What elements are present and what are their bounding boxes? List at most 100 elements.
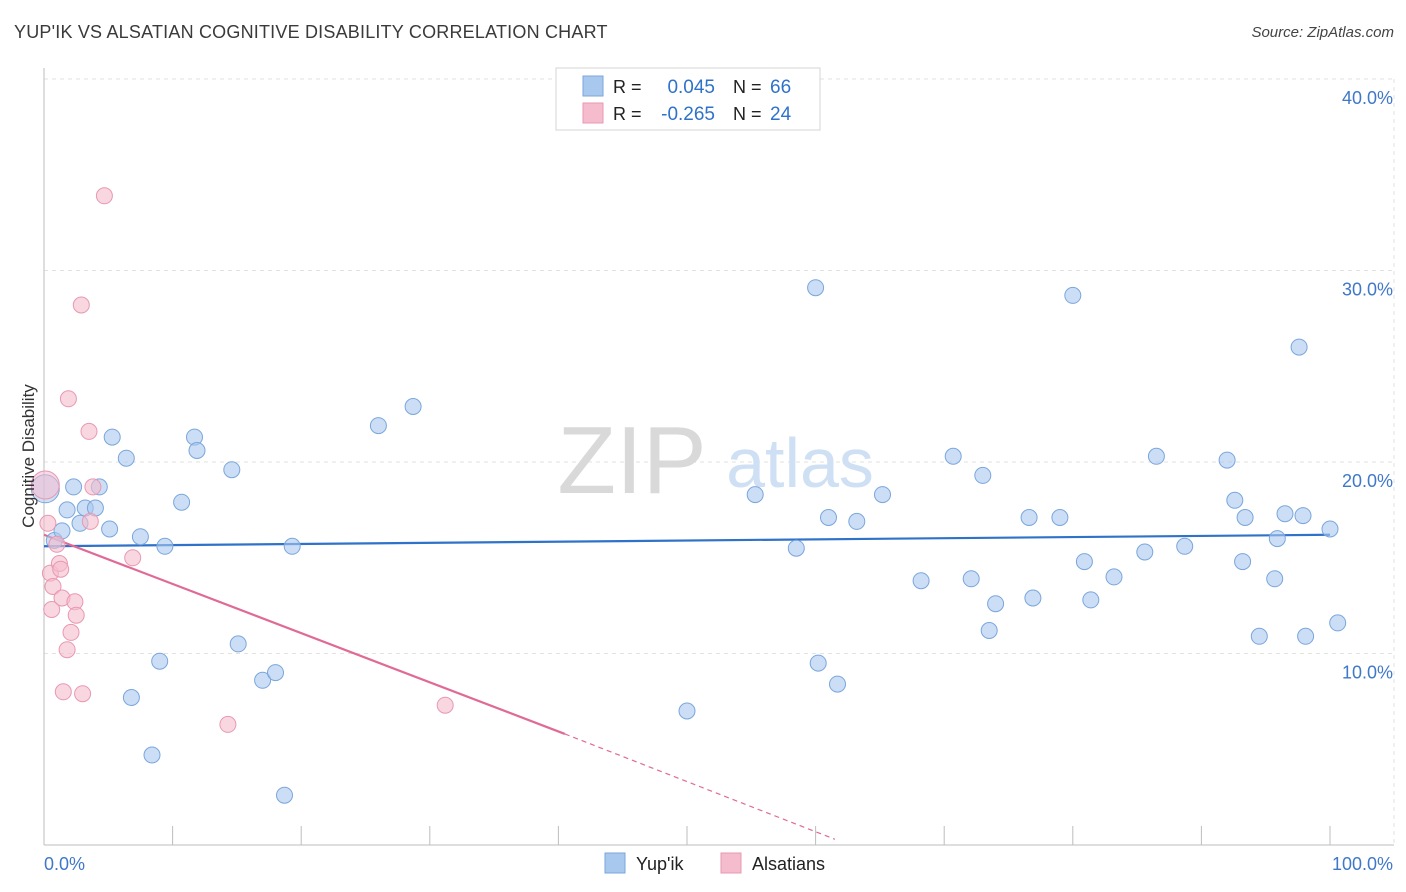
yupik-point [188, 442, 206, 459]
yupik-point [1051, 509, 1069, 526]
stats-n-value-alsatians: 24 [770, 104, 792, 125]
y-axis-label: Cognitive Disability [19, 384, 38, 528]
series-legend: Yup'ik Alsatians [604, 852, 825, 874]
alsatians-point [74, 685, 92, 703]
yupik-point [974, 466, 992, 484]
alsatians-point [219, 715, 237, 733]
yupik-point [807, 279, 825, 297]
yupik-point [678, 702, 696, 720]
yupik-point [369, 417, 387, 435]
yupik-point [1218, 451, 1236, 469]
yupik-point [1236, 509, 1254, 526]
alsatians-point [59, 390, 77, 408]
yupik-trend-line [43, 533, 1331, 548]
alsatians-point [44, 578, 62, 595]
alsatians-trend-extension [564, 733, 836, 840]
yupik-point [1136, 543, 1154, 561]
yupik-point [101, 520, 119, 538]
yupik-point [987, 595, 1005, 613]
yupik-point [1276, 505, 1294, 523]
alsatians-point [436, 696, 454, 714]
alsatians-point [52, 560, 70, 578]
yupik-point [1020, 509, 1038, 526]
legend-swatch-alsatians[interactable] [720, 852, 742, 874]
alsatians-point [67, 606, 85, 624]
alsatians-point [30, 470, 60, 500]
alsatians-point [54, 683, 72, 701]
yupik-point [874, 486, 891, 504]
alsatians-point [43, 601, 61, 618]
source-label: Source: ZipAtlas.com [1251, 24, 1394, 41]
yupik-point [1290, 338, 1308, 356]
x-tick-label: 0.0% [44, 854, 85, 874]
yupik-point [1024, 589, 1042, 607]
stats-legend: R = 0.045 N = 66 R = -0.265 N = 24 [555, 67, 821, 131]
yupik-point [809, 654, 827, 672]
yupik-point [1294, 507, 1312, 525]
alsatians-point [48, 535, 66, 553]
yupik-point [1250, 627, 1268, 645]
legend-swatch-yupik[interactable] [604, 852, 626, 874]
yupik-point [267, 664, 284, 682]
yupik-point [1226, 491, 1244, 509]
alsatians-point [72, 296, 90, 314]
y-tick-label: 20.0% [1342, 471, 1393, 491]
stats-r-label-yupik: R = [613, 77, 642, 97]
stats-swatch-yupik [582, 75, 604, 97]
yupik-point [1176, 537, 1194, 555]
yupik-point [283, 537, 301, 555]
stats-n-label-yupik: N = [733, 77, 762, 97]
stats-r-value-yupik: 0.045 [667, 77, 715, 98]
stats-r-label-alsatians: R = [613, 104, 642, 124]
yupik-point [829, 675, 846, 693]
watermark-zip: ZIP [557, 407, 706, 514]
legend-label-yupik[interactable]: Yup'ik [636, 854, 684, 874]
yupik-point [254, 671, 272, 689]
stats-n-label-alsatians: N = [733, 104, 762, 124]
yupik-point [131, 528, 149, 546]
yupik-point [223, 461, 241, 479]
yupik-point [58, 501, 76, 519]
yupik-point [117, 449, 135, 467]
yupik-point [1064, 286, 1082, 304]
yupik-point [103, 428, 121, 446]
alsatians-point [84, 478, 102, 496]
yupik-point [122, 689, 140, 706]
yupik-point [229, 635, 247, 653]
yupik-point [1297, 627, 1315, 645]
yupik-point [1234, 553, 1252, 571]
yupik-point [1075, 553, 1093, 571]
yupik-point [143, 746, 161, 764]
stats-n-value-yupik: 66 [770, 77, 791, 98]
yupik-point [912, 572, 930, 590]
x-tick-label: 100.0% [1332, 854, 1393, 874]
legend-label-alsatians[interactable]: Alsatians [752, 854, 825, 874]
yupik-point [1266, 570, 1284, 588]
yupik-point [151, 652, 169, 670]
yupik-point [746, 486, 764, 504]
alsatians-trend-line [43, 533, 566, 735]
stats-r-value-alsatians: -0.265 [661, 104, 715, 125]
yupik-point [1268, 530, 1286, 548]
yupik-point [1321, 520, 1339, 538]
yupik-point [944, 447, 962, 465]
yupik-point [848, 512, 866, 530]
yupik-point [1147, 447, 1165, 465]
yupik-point [820, 509, 837, 526]
yupik-point [962, 570, 980, 588]
alsatians-point [80, 422, 98, 440]
alsatians-point [95, 187, 113, 205]
alsatians-point [81, 512, 99, 530]
yupik-point [1082, 591, 1100, 609]
yupik-point [173, 493, 191, 511]
stats-swatch-alsatians [582, 102, 604, 124]
alsatians-point [62, 623, 80, 641]
yupik-point [980, 622, 998, 639]
yupik-point [404, 398, 422, 415]
y-tick-label: 10.0% [1342, 663, 1393, 683]
chart-title: YUP'IK VS ALSATIAN COGNITIVE DISABILITY … [14, 22, 608, 42]
alsatians-point [39, 514, 57, 532]
yupik-point [156, 537, 174, 555]
yupik-point [1105, 568, 1123, 586]
